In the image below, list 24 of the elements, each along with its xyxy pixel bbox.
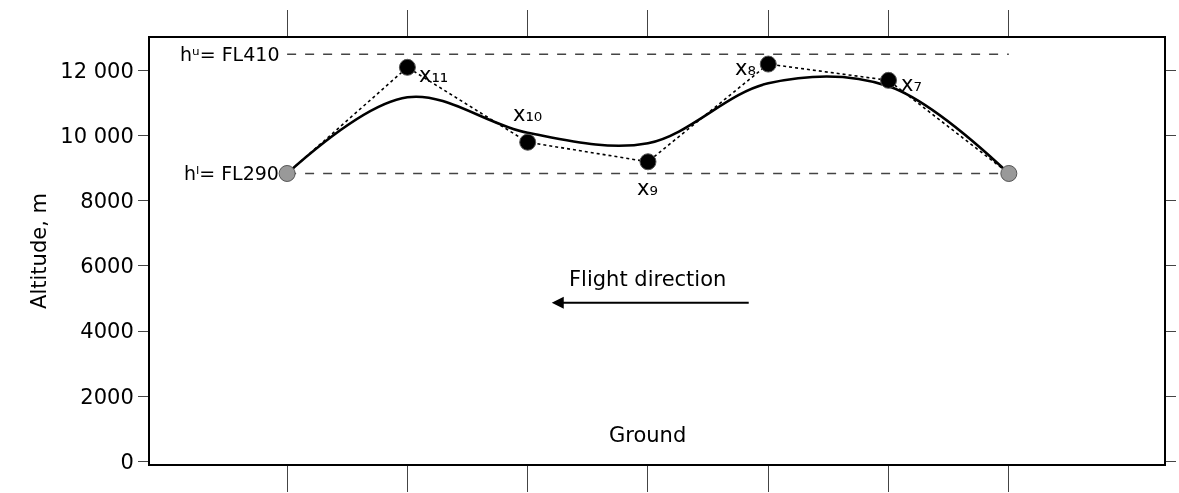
point <box>1000 164 1018 182</box>
annotation: x₁₁ <box>419 63 449 87</box>
point <box>759 55 777 73</box>
y-tick-label: 10 000 <box>60 124 134 149</box>
annotation: Flight direction <box>569 267 727 291</box>
y-tick-label: 2000 <box>80 384 134 409</box>
annotation: x₁₀ <box>513 102 543 126</box>
point <box>880 71 898 89</box>
y-axis-title: Altitude, m <box>26 193 51 309</box>
point <box>278 164 296 182</box>
ref-line-label: hᵘ= FL410 <box>180 43 280 65</box>
y-tick-label: 6000 <box>80 254 134 279</box>
point <box>639 153 657 171</box>
y-tick-label: 12 000 <box>60 58 134 83</box>
y-tick-label: 4000 <box>80 319 134 344</box>
y-tick-label: 8000 <box>80 189 134 214</box>
annotation: x₈ <box>735 56 756 80</box>
annotation: Ground <box>609 423 687 447</box>
ref-line-label: hˡ= FL290 <box>184 162 279 184</box>
point <box>519 133 537 151</box>
annotation: x₇ <box>901 72 922 96</box>
y-tick-label: 0 <box>120 449 134 474</box>
annotation: x₉ <box>637 176 658 200</box>
point <box>398 58 416 76</box>
